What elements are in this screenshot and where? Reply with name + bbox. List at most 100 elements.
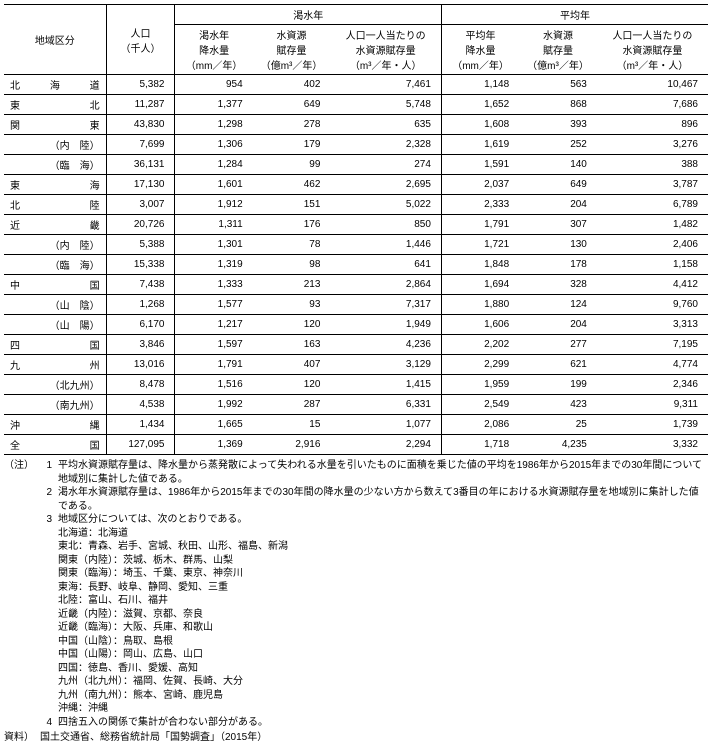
cell-heikin-per: 1,739: [597, 415, 708, 435]
table-row: （北九州）8,4781,5161201,4151,9591992,346: [4, 375, 708, 395]
table-row: 北 陸3,0071,9121515,0222,3332046,789: [4, 195, 708, 215]
cell-heikin-per: 4,774: [597, 355, 708, 375]
note-number: 3: [40, 513, 52, 527]
table-row: 東 海17,1301,6014622,6952,0376493,787: [4, 175, 708, 195]
table-row: （臨 海）15,3381,319986411,8481781,158: [4, 255, 708, 275]
note-item: 2渇水年水資源賦存量は、1986年から2015年までの30年間の降水量の少ない方…: [40, 486, 708, 513]
hdr-heikin-group: 平均年: [441, 5, 708, 25]
notes-body: 1平均水資源賦存量は、降水量から蒸発散によって失われる水量を引いたものに面積を乗…: [40, 459, 708, 729]
cell-heikin-rain: 2,549: [441, 395, 519, 415]
cell-kassui-per: 2,328: [330, 135, 441, 155]
cell-pop: 3,007: [106, 195, 175, 215]
cell-heikin-rain: 1,721: [441, 235, 519, 255]
cell-kassui-rain: 1,601: [175, 175, 253, 195]
cell-kassui-res: 649: [253, 95, 331, 115]
cell-kassui-res: 98: [253, 255, 331, 275]
hdr-heikin-per: 人口一人当たりの水資源賦存量（m³／年・人）: [597, 25, 708, 75]
cell-kassui-res: 287: [253, 395, 331, 415]
cell-region: 北海道: [4, 75, 106, 95]
cell-kassui-res: 151: [253, 195, 331, 215]
cell-heikin-per: 388: [597, 155, 708, 175]
notes-label: （注）: [4, 459, 34, 729]
cell-heikin-rain: 1,718: [441, 435, 519, 455]
cell-pop: 5,388: [106, 235, 175, 255]
hdr-heikin-res: 水資源賦存量（億m³／年）: [519, 25, 597, 75]
cell-kassui-per: 274: [330, 155, 441, 175]
hdr-region: 地域区分: [4, 5, 106, 75]
cell-heikin-rain: 1,959: [441, 375, 519, 395]
cell-heikin-res: 563: [519, 75, 597, 95]
cell-heikin-per: 1,158: [597, 255, 708, 275]
cell-heikin-rain: 1,606: [441, 315, 519, 335]
cell-kassui-rain: 1,992: [175, 395, 253, 415]
cell-kassui-per: 5,022: [330, 195, 441, 215]
cell-heikin-res: 307: [519, 215, 597, 235]
table-row: 近 畿20,7261,3111768501,7913071,482: [4, 215, 708, 235]
cell-kassui-res: 179: [253, 135, 331, 155]
cell-pop: 43,830: [106, 115, 175, 135]
cell-heikin-per: 9,311: [597, 395, 708, 415]
note-number: 1: [40, 459, 52, 486]
cell-kassui-res: 213: [253, 275, 331, 295]
cell-kassui-res: 2,916: [253, 435, 331, 455]
cell-kassui-per: 1,415: [330, 375, 441, 395]
cell-heikin-per: 3,313: [597, 315, 708, 335]
cell-region: 中 国: [4, 275, 106, 295]
cell-heikin-res: 649: [519, 175, 597, 195]
cell-kassui-per: 1,077: [330, 415, 441, 435]
note-text: 四捨五入の関係で集計が合わない部分がある。: [58, 716, 708, 730]
note-item: 1平均水資源賦存量は、降水量から蒸発散によって失われる水量を引いたものに面積を乗…: [40, 459, 708, 486]
cell-kassui-rain: 1,377: [175, 95, 253, 115]
table-row: （内 陸）7,6991,3061792,3281,6192523,276: [4, 135, 708, 155]
cell-heikin-res: 199: [519, 375, 597, 395]
cell-heikin-res: 868: [519, 95, 597, 115]
cell-kassui-rain: 1,284: [175, 155, 253, 175]
hdr-population: 人口（千人）: [106, 5, 175, 75]
cell-heikin-rain: 1,608: [441, 115, 519, 135]
cell-kassui-per: 4,236: [330, 335, 441, 355]
cell-pop: 5,382: [106, 75, 175, 95]
cell-kassui-rain: 1,311: [175, 215, 253, 235]
cell-heikin-res: 252: [519, 135, 597, 155]
region-definitions: 北海道：北海道 東北：青森、岩手、宮城、秋田、山形、福島、新潟 関東（内陸）：茨…: [40, 527, 708, 716]
cell-heikin-res: 328: [519, 275, 597, 295]
cell-heikin-per: 896: [597, 115, 708, 135]
cell-region: （北九州）: [4, 375, 106, 395]
cell-kassui-res: 99: [253, 155, 331, 175]
cell-heikin-rain: 2,202: [441, 335, 519, 355]
cell-pop: 7,699: [106, 135, 175, 155]
cell-kassui-per: 3,129: [330, 355, 441, 375]
cell-heikin-rain: 1,652: [441, 95, 519, 115]
region-definitions-text: 北海道：北海道 東北：青森、岩手、宮城、秋田、山形、福島、新潟 関東（内陸）：茨…: [58, 527, 708, 716]
cell-kassui-per: 7,461: [330, 75, 441, 95]
table-row: （内 陸）5,3881,301781,4461,7211302,406: [4, 235, 708, 255]
cell-region: 全 国: [4, 435, 106, 455]
cell-heikin-rain: 1,848: [441, 255, 519, 275]
note-text: 平均水資源賦存量は、降水量から蒸発散によって失われる水量を引いたものに面積を乗じ…: [58, 459, 708, 486]
cell-pop: 15,338: [106, 255, 175, 275]
table-row: （南九州）4,5381,9922876,3312,5494239,311: [4, 395, 708, 415]
note-item: 4四捨五入の関係で集計が合わない部分がある。: [40, 716, 708, 730]
cell-kassui-rain: 1,791: [175, 355, 253, 375]
cell-heikin-rain: 1,694: [441, 275, 519, 295]
cell-region: 東 海: [4, 175, 106, 195]
cell-heikin-res: 130: [519, 235, 597, 255]
cell-region: （臨 海）: [4, 255, 106, 275]
cell-heikin-rain: 2,299: [441, 355, 519, 375]
cell-heikin-rain: 1,619: [441, 135, 519, 155]
cell-kassui-rain: 1,577: [175, 295, 253, 315]
table-row: 全 国127,0951,3692,9162,2941,7184,2353,332: [4, 435, 708, 455]
cell-pop: 4,538: [106, 395, 175, 415]
cell-heikin-per: 4,412: [597, 275, 708, 295]
cell-kassui-rain: 1,912: [175, 195, 253, 215]
cell-kassui-res: 93: [253, 295, 331, 315]
cell-kassui-rain: 1,369: [175, 435, 253, 455]
cell-region: （内 陸）: [4, 235, 106, 255]
cell-kassui-res: 407: [253, 355, 331, 375]
source-text: 国土交通省、総務省統計局「国勢調査」（2015年）: [40, 731, 267, 745]
cell-region: 沖 縄: [4, 415, 106, 435]
cell-heikin-per: 10,467: [597, 75, 708, 95]
cell-heikin-rain: 1,880: [441, 295, 519, 315]
cell-heikin-res: 124: [519, 295, 597, 315]
cell-kassui-rain: 1,597: [175, 335, 253, 355]
